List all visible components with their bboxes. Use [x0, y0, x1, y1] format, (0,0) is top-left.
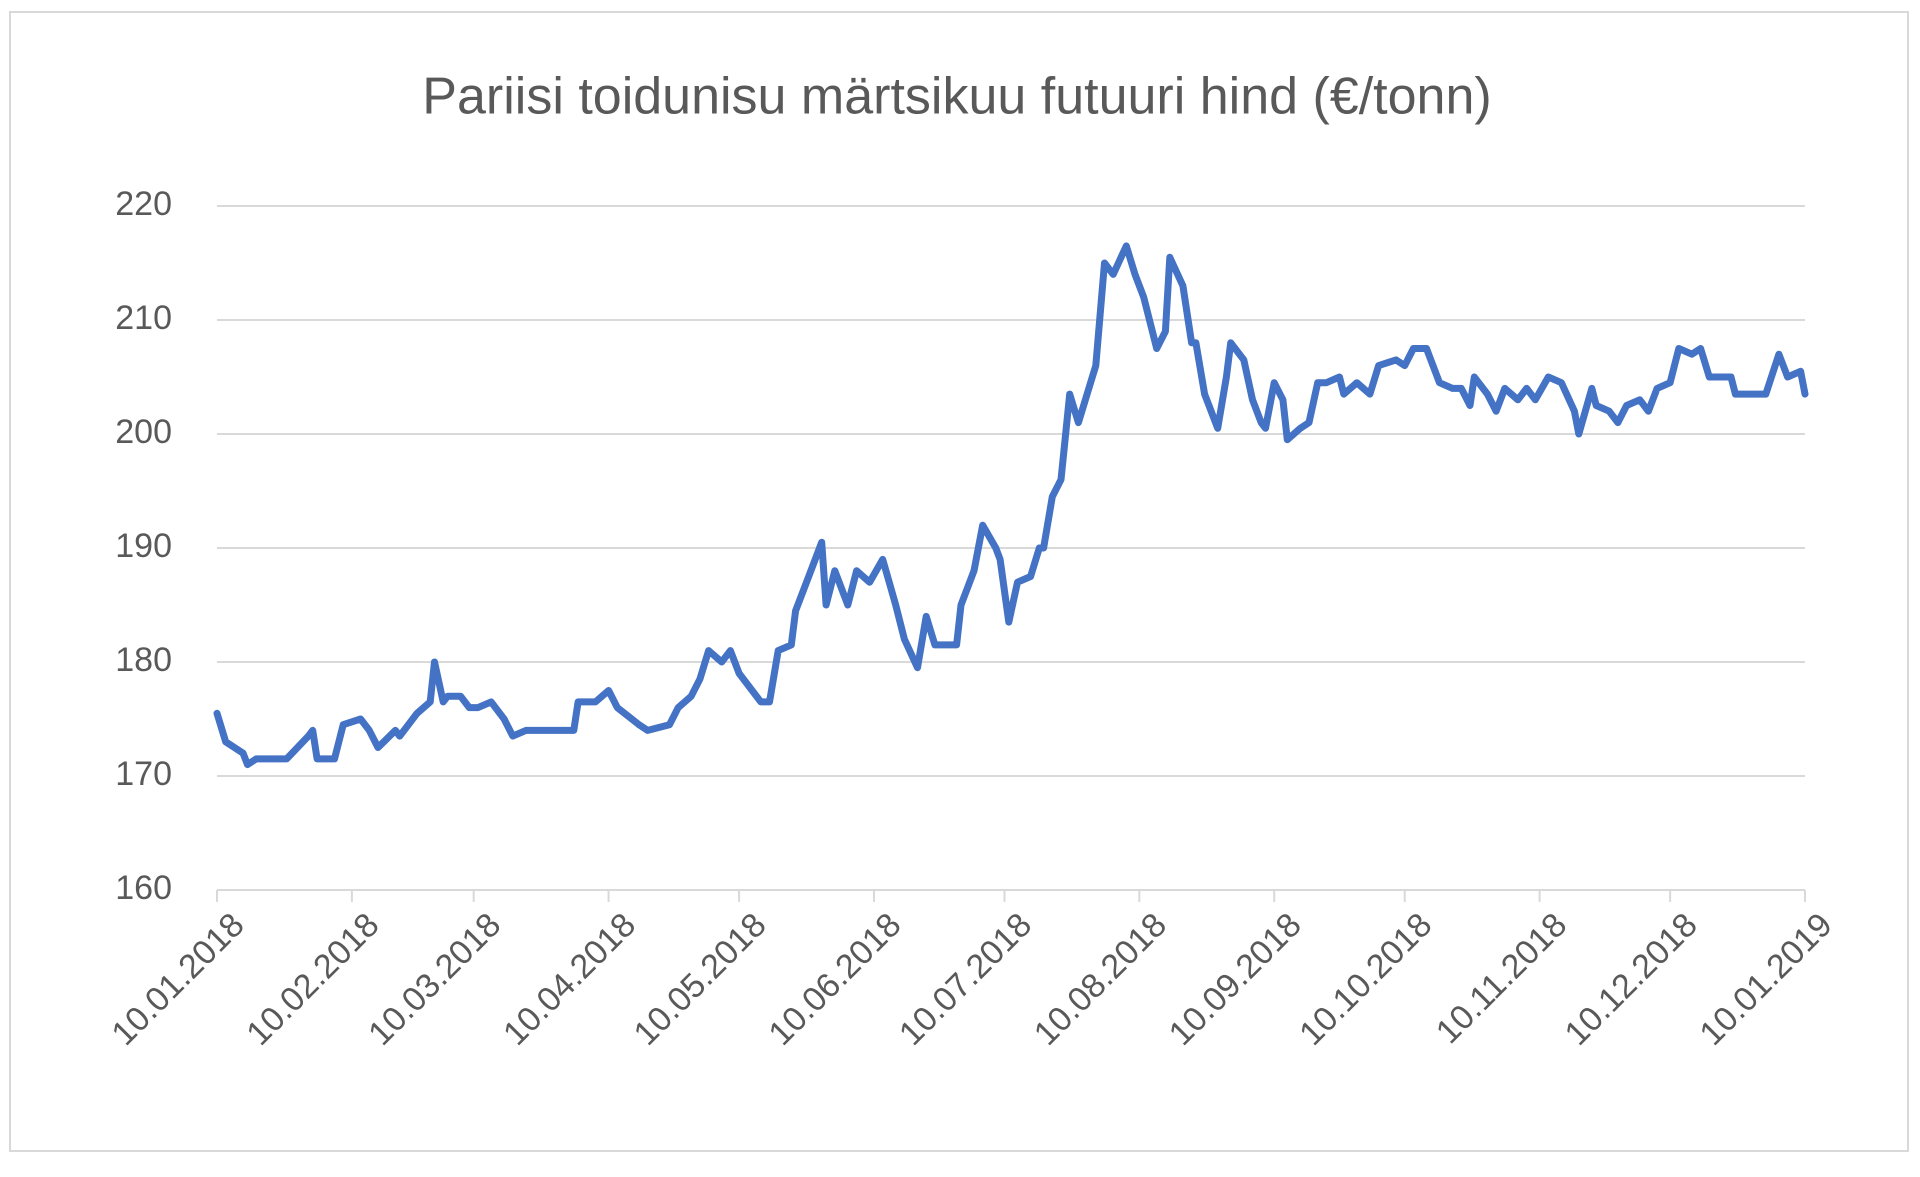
chart-frame	[9, 11, 1909, 1152]
y-tick-label: 180	[115, 641, 172, 679]
y-tick-label: 220	[115, 185, 172, 223]
chart-title: Pariisi toidunisu märtsikuu futuuri hind…	[422, 68, 1491, 126]
price-line	[213, 242, 1809, 769]
y-tick-label: 170	[115, 755, 172, 793]
y-tick-label: 160	[115, 869, 172, 907]
y-tick-label: 210	[115, 299, 172, 337]
y-tick-label: 200	[115, 413, 172, 451]
y-tick-label: 190	[115, 527, 172, 565]
